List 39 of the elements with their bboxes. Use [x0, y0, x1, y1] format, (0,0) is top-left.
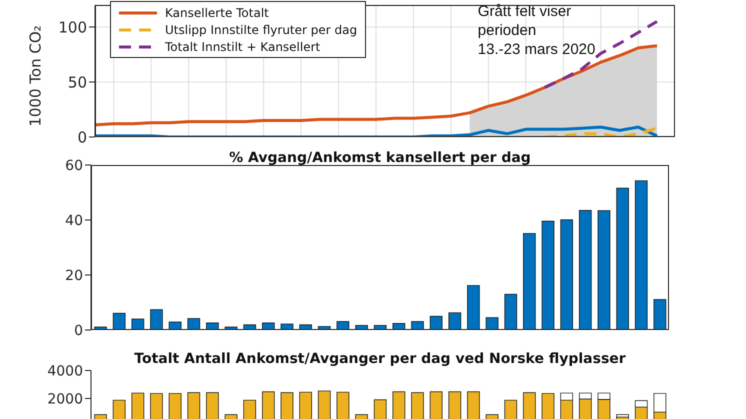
bar	[654, 299, 666, 330]
bar	[634, 180, 648, 330]
bar	[486, 317, 498, 330]
chart-title: % Avgang/Ankomst kansellert per dag	[228, 150, 532, 166]
bar	[616, 188, 629, 330]
y-tick-label: 100	[58, 18, 87, 36]
legend-label: Utslipp Innstilte flyruter per dag	[165, 22, 358, 36]
bar	[523, 233, 536, 330]
bar	[448, 312, 462, 330]
y-axis-title: 1000 Ton CO₂	[26, 25, 44, 127]
legend-label: Totalt Innstilt + Kansellert	[165, 40, 320, 54]
line-series	[94, 126, 658, 137]
y-tick-label: 50	[68, 73, 87, 92]
annotation: 13.-23 mars 2020	[478, 40, 596, 59]
bar	[112, 312, 126, 330]
bar	[150, 309, 163, 330]
bar	[187, 318, 200, 330]
chart-title: Totalt Antall Ankomst/Avganger per dag ved Norske flyplasser	[133, 351, 627, 367]
bar	[131, 318, 144, 330]
annotation: perioden	[478, 21, 538, 40]
bar	[336, 321, 350, 330]
bar	[430, 316, 443, 330]
y-tick-label: 40	[65, 212, 83, 229]
y-tick-label: 0	[74, 322, 83, 339]
y-tick-label: 4000	[47, 363, 83, 380]
bar	[411, 321, 424, 330]
legend-label: Kansellerte Totalt	[165, 6, 269, 20]
bar	[598, 210, 610, 330]
bar	[504, 294, 518, 330]
y-tick-label: 60	[65, 158, 83, 174]
y-tick-label: 0	[77, 128, 87, 146]
bar	[542, 220, 554, 330]
y-tick-label: 2000	[47, 391, 83, 408]
y-tick-label: 20	[65, 268, 83, 284]
line-series	[543, 126, 658, 137]
bar	[467, 285, 480, 330]
annotation: Grått felt viser	[478, 2, 572, 21]
bar	[578, 210, 592, 330]
bar	[560, 219, 574, 330]
